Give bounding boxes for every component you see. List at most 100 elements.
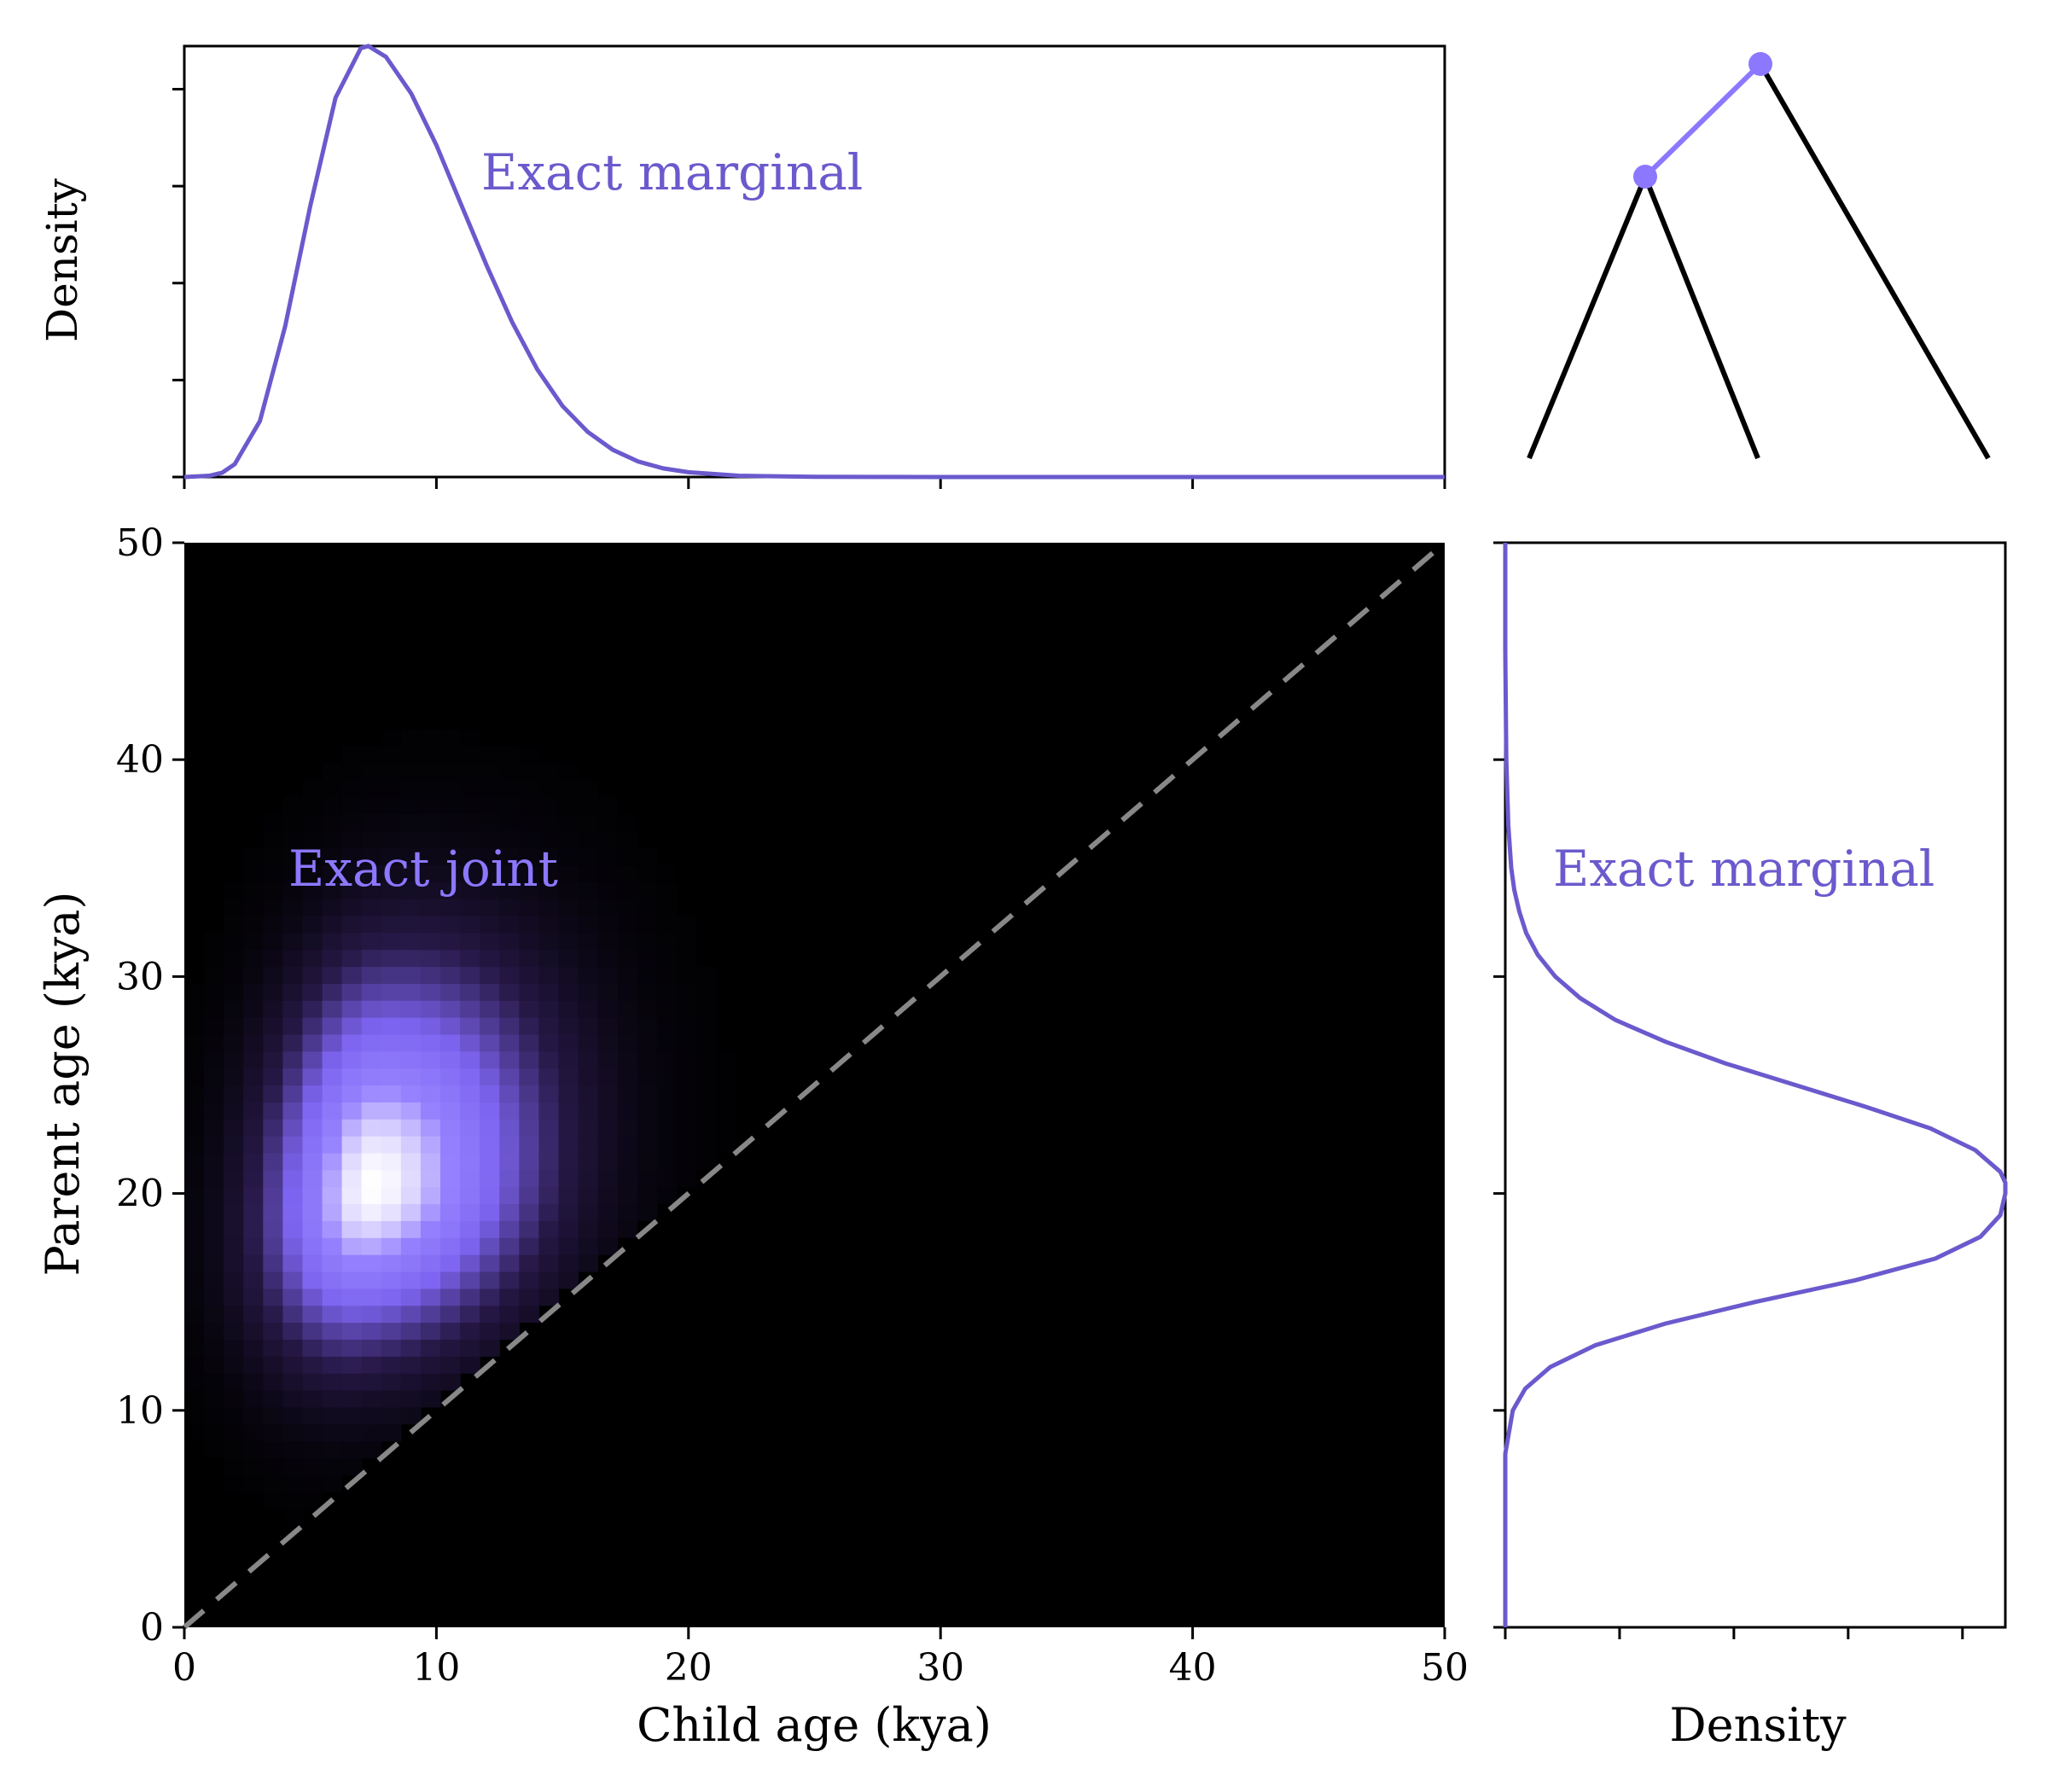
heatmap-cell xyxy=(420,1254,441,1272)
heatmap-cell xyxy=(204,1356,224,1374)
heatmap-cell xyxy=(656,932,678,951)
heatmap-cell xyxy=(499,1085,520,1103)
heatmap-cell xyxy=(184,1339,205,1357)
heatmap-cell xyxy=(519,1152,540,1171)
heatmap-cell xyxy=(440,1305,461,1324)
heatmap-cell xyxy=(420,1050,441,1069)
heatmap-cell xyxy=(400,763,422,781)
heatmap-cell xyxy=(263,1220,283,1238)
heatmap-cell xyxy=(480,1339,500,1357)
joint-x-tick-label: 0 xyxy=(172,1646,196,1690)
heatmap-cell xyxy=(400,780,422,798)
heatmap-cell xyxy=(322,915,343,934)
heatmap-cell xyxy=(676,1152,697,1171)
heatmap-cell xyxy=(578,847,599,865)
heatmap-cell xyxy=(361,1068,382,1086)
heatmap-cell xyxy=(361,1136,382,1154)
heatmap-cell xyxy=(263,864,283,882)
heatmap-cell xyxy=(420,949,441,968)
heatmap-cell xyxy=(499,864,520,882)
heatmap-cell xyxy=(243,1457,264,1475)
heatmap-cell xyxy=(480,899,500,916)
heatmap-cell xyxy=(381,983,402,1001)
heatmap-cell xyxy=(420,813,441,832)
heatmap-cell xyxy=(184,1119,205,1137)
heatmap-cell xyxy=(420,966,441,984)
heatmap-cell xyxy=(480,780,500,798)
heatmap-cell xyxy=(263,1068,283,1086)
heatmap-cell xyxy=(341,1237,363,1255)
heatmap-cell xyxy=(263,1033,283,1052)
heatmap-cell xyxy=(597,1068,619,1086)
heatmap-cell xyxy=(637,915,658,934)
heatmap-cell xyxy=(204,1322,224,1340)
heatmap-cell xyxy=(204,1050,224,1069)
heatmap-cell xyxy=(578,1169,599,1188)
heatmap-cell xyxy=(538,915,560,934)
heatmap-cell xyxy=(243,1152,264,1171)
heatmap-cell xyxy=(224,1033,244,1052)
heatmap-cell xyxy=(656,864,678,882)
heatmap-cell xyxy=(480,1169,500,1188)
heatmap-cell xyxy=(538,763,560,781)
heatmap-cell xyxy=(341,1389,363,1408)
heatmap-cell xyxy=(538,881,560,899)
heatmap-cell xyxy=(302,915,323,934)
heatmap-cell xyxy=(243,1000,264,1018)
heatmap-cell xyxy=(420,1288,441,1306)
heatmap-cell xyxy=(204,1440,224,1459)
heatmap-cell xyxy=(499,966,520,984)
heatmap-cell xyxy=(558,1102,579,1120)
heatmap-cell xyxy=(538,1000,560,1018)
heatmap-cell xyxy=(597,1220,619,1238)
heatmap-cell xyxy=(322,1440,343,1459)
heatmap-cell xyxy=(420,1322,441,1340)
heatmap-cell xyxy=(716,1068,736,1086)
heatmap-cell xyxy=(460,1085,480,1103)
heatmap-cell xyxy=(499,830,520,849)
heatmap-cell xyxy=(656,881,678,899)
heatmap-cell xyxy=(578,1068,599,1086)
heatmap-cell xyxy=(538,1237,560,1255)
heatmap-cell xyxy=(656,899,678,916)
heatmap-cell xyxy=(263,1203,283,1221)
heatmap-cell xyxy=(519,1085,540,1103)
heatmap-cell xyxy=(617,949,638,968)
heatmap-cell xyxy=(676,1102,697,1120)
heatmap-cell xyxy=(519,1000,540,1018)
heatmap-cell xyxy=(184,1152,205,1171)
heatmap-cell xyxy=(499,899,520,916)
heatmap-cell xyxy=(263,813,283,832)
heatmap-cell xyxy=(224,1136,244,1154)
heatmap-cell xyxy=(322,983,343,1001)
heatmap-cell xyxy=(400,729,422,747)
heatmap-cell xyxy=(263,949,283,968)
heatmap-cell xyxy=(282,1237,304,1255)
heatmap-cell xyxy=(656,1085,678,1103)
heatmap-cell xyxy=(282,1492,304,1510)
heatmap-cell xyxy=(263,899,283,916)
heatmap-cell xyxy=(361,763,382,781)
heatmap-cell xyxy=(480,949,500,968)
heatmap-cell xyxy=(184,1000,205,1018)
heatmap-cell xyxy=(519,1102,540,1120)
heatmap-cell xyxy=(184,1322,205,1340)
heatmap-cell xyxy=(597,915,619,934)
heatmap-cell xyxy=(676,1119,697,1137)
heatmap-cell xyxy=(243,1305,264,1324)
heatmap-cell xyxy=(519,1203,540,1221)
heatmap-cell xyxy=(538,966,560,984)
heatmap-cell xyxy=(381,1203,402,1221)
heatmap-cell xyxy=(224,1169,244,1188)
heatmap-cell xyxy=(676,1017,697,1035)
joint-y-axis-label: Parent age (kya) xyxy=(36,892,90,1277)
heatmap-cell xyxy=(460,1288,480,1306)
heatmap-cell xyxy=(578,1000,599,1018)
heatmap-cell xyxy=(676,949,697,968)
heatmap-cell xyxy=(519,1068,540,1086)
heatmap-cell xyxy=(341,1169,363,1188)
heatmap-cell xyxy=(440,915,461,934)
heatmap-cell xyxy=(322,1237,343,1255)
heatmap-cell xyxy=(420,899,441,916)
heatmap-cell xyxy=(184,1423,205,1442)
